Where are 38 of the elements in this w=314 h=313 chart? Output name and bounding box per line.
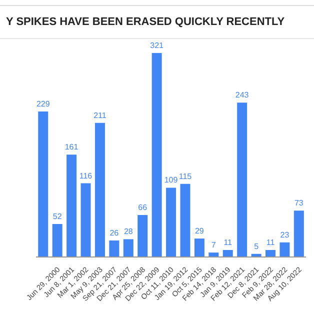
bar xyxy=(294,210,304,257)
data-label: 5 xyxy=(254,242,260,251)
data-label: 161 xyxy=(64,142,79,152)
bar xyxy=(138,215,148,257)
bar xyxy=(66,154,77,257)
bar xyxy=(237,102,248,257)
data-label: 11 xyxy=(266,238,276,248)
data-label: 73 xyxy=(294,198,304,208)
data-label: 115 xyxy=(178,172,192,181)
data-label: 321 xyxy=(150,41,164,50)
bar xyxy=(266,250,276,257)
bar xyxy=(222,250,233,257)
data-label: 52 xyxy=(52,212,62,221)
data-label: 229 xyxy=(36,99,50,108)
data-label: 116 xyxy=(79,171,93,180)
data-label: 11 xyxy=(224,238,233,248)
bar xyxy=(194,238,204,257)
chart-title: Y SPIKES HAVE BEEN ERASED QUICKLY RECENTLY xyxy=(0,6,314,39)
data-label: 243 xyxy=(235,90,250,100)
bar xyxy=(94,122,105,257)
data-label: 23 xyxy=(280,230,290,240)
bar xyxy=(123,239,134,257)
data-label: 26 xyxy=(110,228,120,238)
bar xyxy=(109,240,120,257)
bar xyxy=(280,242,290,257)
bar xyxy=(80,183,91,257)
data-label: 29 xyxy=(194,226,204,236)
bar xyxy=(38,111,48,257)
data-label: 211 xyxy=(94,110,107,120)
data-label: 66 xyxy=(138,203,148,212)
bar xyxy=(52,224,62,257)
data-label: 109 xyxy=(164,176,178,185)
bar xyxy=(152,53,162,257)
data-label: 28 xyxy=(124,227,134,236)
bar xyxy=(208,252,219,257)
bar xyxy=(166,188,176,257)
bar xyxy=(180,184,190,257)
data-label: 7 xyxy=(211,240,216,250)
